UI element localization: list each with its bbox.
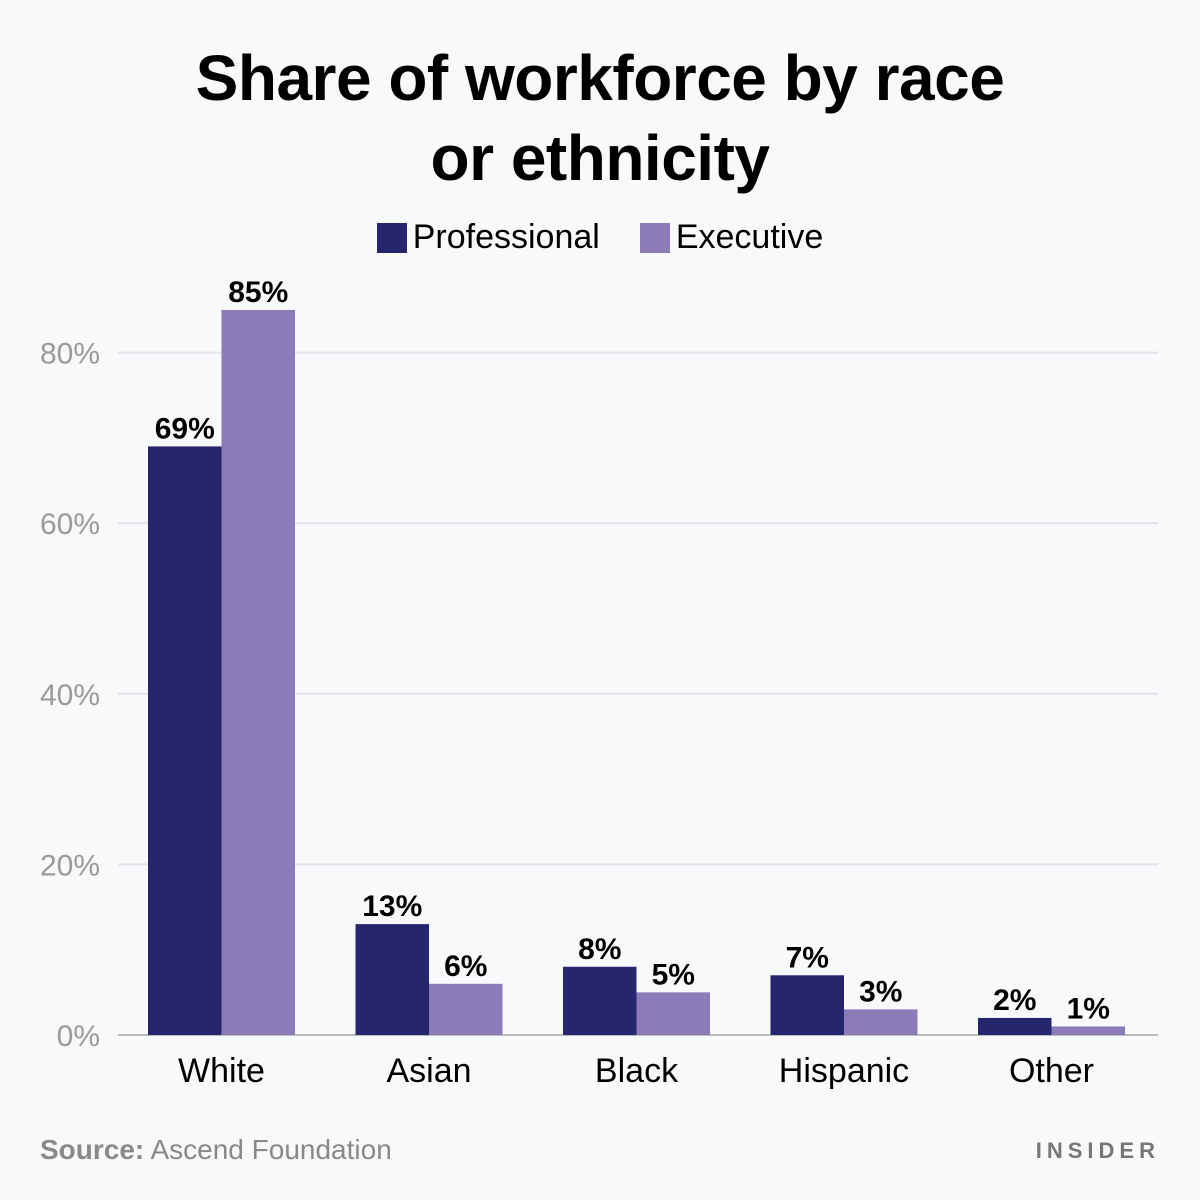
data-label-white-executive: 85% bbox=[228, 276, 288, 309]
legend-swatch-executive bbox=[639, 222, 670, 253]
bar-hispanic-professional bbox=[770, 975, 844, 1035]
legend-label-executive: Executive bbox=[675, 218, 824, 256]
bar-black-professional bbox=[563, 966, 637, 1035]
bar-asian-executive bbox=[429, 983, 503, 1035]
data-label-hispanic-professional: 7% bbox=[786, 941, 829, 974]
brand-logo: INSIDER bbox=[1035, 1138, 1160, 1163]
bar-white-professional bbox=[148, 446, 222, 1035]
legend-item-professional: Professional bbox=[376, 218, 600, 257]
data-label-asian-executive: 6% bbox=[444, 950, 487, 983]
data-label-asian-professional: 13% bbox=[362, 890, 422, 923]
legend-label-professional: Professional bbox=[412, 218, 600, 256]
bar-white-executive bbox=[221, 309, 295, 1035]
data-label-white-professional: 69% bbox=[155, 412, 215, 445]
data-label-other-professional: 2% bbox=[993, 984, 1036, 1017]
source-label: Source: bbox=[40, 1134, 145, 1165]
title-line-2: or ethnicity bbox=[430, 122, 770, 194]
x-tick-label-white: White bbox=[178, 1052, 265, 1090]
bar-other-professional bbox=[978, 1017, 1052, 1035]
bar-other-executive bbox=[1051, 1026, 1125, 1035]
legend-item-executive: Executive bbox=[639, 218, 824, 257]
legend: Professional Executive bbox=[0, 218, 1200, 257]
y-tick-label-0: 0% bbox=[57, 1020, 100, 1053]
x-tick-label-other: Other bbox=[1009, 1052, 1094, 1090]
data-label-black-executive: 5% bbox=[652, 958, 695, 991]
x-tick-label-black: Black bbox=[595, 1052, 679, 1090]
data-label-other-executive: 1% bbox=[1067, 992, 1110, 1025]
bar-black-executive bbox=[636, 992, 710, 1035]
bar-hispanic-executive bbox=[844, 1009, 918, 1035]
legend-swatch-professional bbox=[376, 222, 407, 253]
x-tick-label-asian: Asian bbox=[386, 1052, 471, 1090]
y-tick-label-40: 40% bbox=[40, 679, 100, 712]
title-line-1: Share of workforce by race bbox=[195, 42, 1005, 114]
y-tick-label-60: 60% bbox=[40, 508, 100, 541]
bar-asian-professional bbox=[355, 924, 429, 1035]
x-tick-label-hispanic: Hispanic bbox=[779, 1052, 909, 1090]
source-note: Source: Ascend Foundation bbox=[40, 1134, 392, 1166]
chart-title: Share of workforce by race or ethnicity bbox=[0, 38, 1200, 198]
source-text: Ascend Foundation bbox=[150, 1134, 392, 1165]
data-label-hispanic-executive: 3% bbox=[859, 975, 902, 1008]
data-label-black-professional: 8% bbox=[578, 933, 621, 966]
y-tick-label-20: 20% bbox=[40, 849, 100, 882]
y-tick-label-80: 80% bbox=[40, 338, 100, 371]
